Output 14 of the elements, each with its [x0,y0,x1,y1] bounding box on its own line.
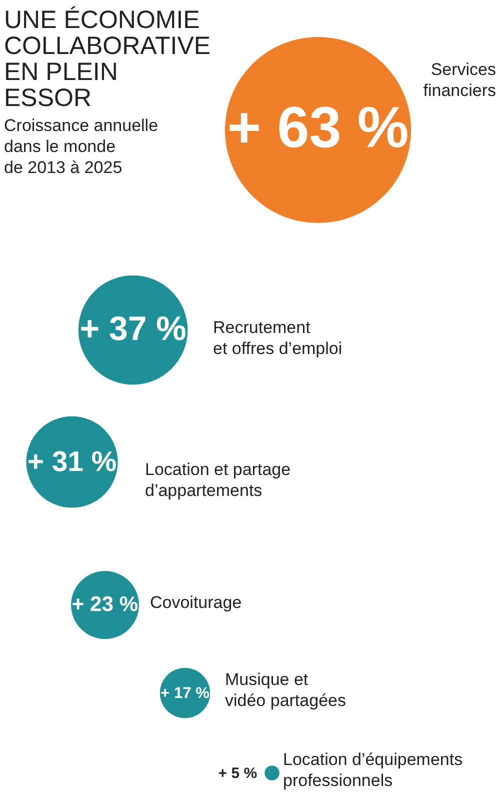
text: UNE ÉCONOMIE COLLABORATIVE EN PLEIN ESSOR [4,6,211,112]
data-label: + 63 % [227,96,409,160]
category-label: Recrutement et offres d’emploi [213,318,342,358]
category-label: Services financiers [423,60,496,100]
data-label: + 31 % [27,446,117,478]
category-label: Location d’équipements professionnels [283,750,463,790]
category-label: Covoiturage [150,593,242,612]
data-label: + 23 % [72,593,138,616]
data-label: + 5 % [218,765,258,782]
text: Croissance annuelle dans le monde de 2013 à 2025 [4,116,158,177]
data-label: + 17 % [160,685,210,702]
category-label: Location et partage d’appartements [145,460,291,500]
data-label: + 37 % [80,310,186,348]
category-label: Musique et vidéo partagées [225,670,346,710]
